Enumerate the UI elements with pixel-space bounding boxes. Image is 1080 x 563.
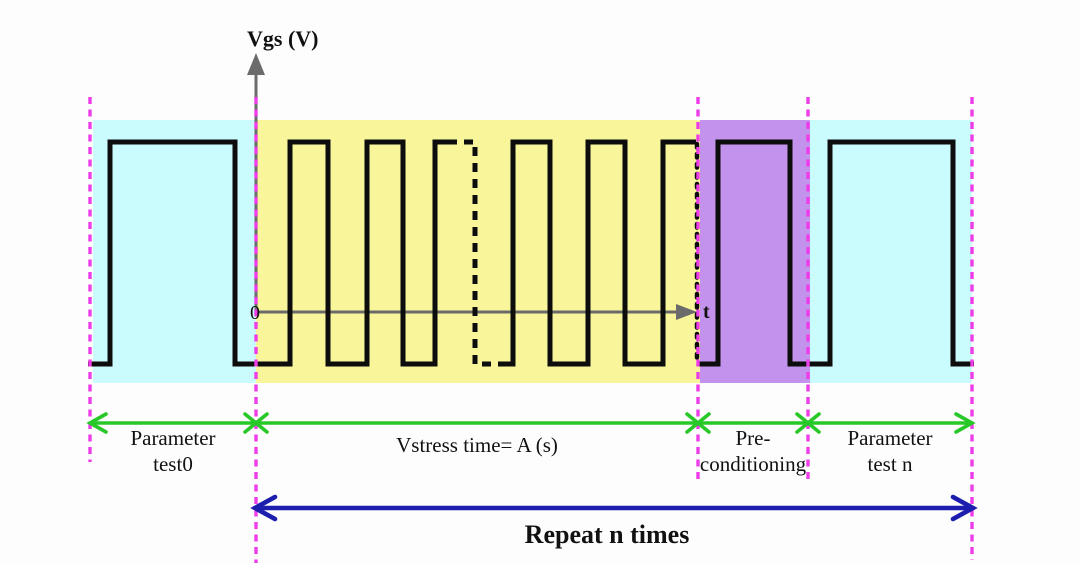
repeat-annotation: Repeat n times: [524, 520, 690, 549]
section-label-vstress: Vstress time= A (s): [396, 433, 558, 459]
repeat-arrow: [250, 494, 978, 522]
interval-arrowhead-left-icon: [86, 412, 108, 434]
repeat-arrowhead-left-icon: [250, 494, 278, 522]
time-axis-label: t: [703, 300, 710, 323]
band-vstress: [256, 120, 700, 383]
section-label-line: Vstress time= A (s): [396, 433, 558, 457]
origin-label: 0: [250, 301, 260, 324]
y-axis-arrowhead-icon: [247, 53, 265, 75]
waveform-dashed-pulse: [448, 139, 503, 367]
section-label-line: test n: [867, 451, 913, 476]
interval-junction-x-3: [795, 412, 821, 434]
section-label-line: conditioning: [699, 451, 807, 476]
interval-arrowhead-right-icon: [954, 412, 976, 434]
section-label-parameter-test0: Parameter test0: [130, 426, 215, 477]
waveform-solid-right: [503, 139, 696, 367]
interval-arrow: [86, 412, 976, 434]
interval-junction-x-2: [685, 412, 711, 434]
section-boundary-lines: [88, 97, 974, 563]
waveform-solid-tail: [698, 139, 974, 367]
y-axis-label: Vgs (V): [247, 26, 319, 51]
section-label-preconditioning: Pre- conditioning: [700, 426, 806, 477]
waveform-solid-left: [88, 139, 448, 367]
interval-junction-x-1: [243, 412, 269, 434]
section-label-line: Pre-: [735, 426, 771, 450]
section-label-line: Parameter: [847, 426, 933, 450]
band-parameter-test-n: [810, 120, 972, 383]
section-label-parameter-test-n: Parameter test n: [847, 426, 932, 477]
band-parameter-test0: [93, 120, 256, 383]
section-label-line: Parameter: [130, 426, 216, 450]
section-label-line: test0: [153, 451, 193, 476]
time-axis-arrowhead-icon: [676, 304, 697, 320]
repeat-arrowhead-right-icon: [950, 494, 978, 522]
